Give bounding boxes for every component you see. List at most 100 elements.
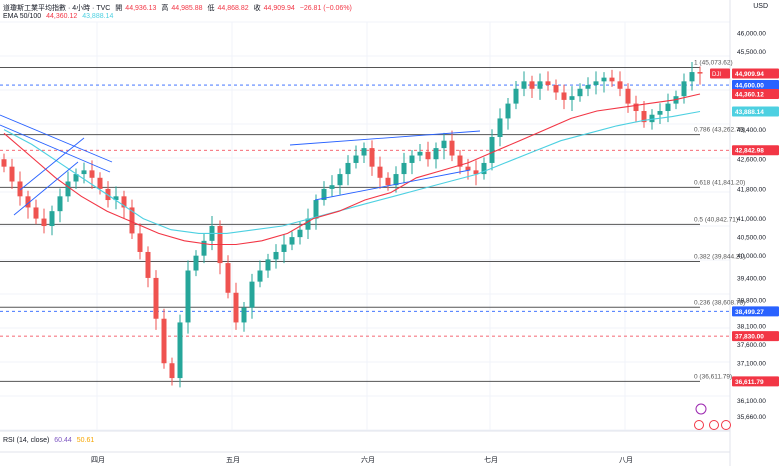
fib-label: 0.236 (38,608.78) <box>694 299 745 306</box>
candle-body <box>489 136 495 163</box>
candle-body <box>585 85 591 89</box>
candle-body <box>385 177 391 186</box>
ema100-line <box>3 110 701 234</box>
candle-body <box>601 77 607 82</box>
candle-body <box>497 118 503 137</box>
candle-body <box>449 140 455 156</box>
candle-body <box>65 181 71 197</box>
price-tag-label: 36,611.79 <box>735 379 764 386</box>
candle-body <box>89 170 95 178</box>
price-tag <box>732 88 779 99</box>
trend-line <box>0 124 111 173</box>
candle-body <box>81 170 87 175</box>
price-tag-label: 44,600.00 <box>735 83 764 90</box>
trend-line <box>13 161 79 216</box>
y-tick-label: 41,000.00 <box>737 216 766 223</box>
chart-header: 道瓊斯工業平均指數 · 4小時 · TVC 開 44,936.13 高 44,985… <box>3 3 355 13</box>
candle-body <box>161 318 167 364</box>
y-tick-label: 42,600.00 <box>737 157 766 164</box>
open-value: 44,936.13 <box>125 5 157 12</box>
y-tick-label: 35,660.00 <box>737 414 766 421</box>
price-tag <box>732 376 779 387</box>
candle-body <box>545 81 551 86</box>
candle-body <box>625 88 631 104</box>
x-tick-label: 四月 <box>91 456 105 464</box>
candle-body <box>57 196 63 212</box>
candle-body <box>49 211 55 226</box>
candle-body <box>113 196 119 201</box>
low-label: 低 <box>207 5 215 12</box>
candle-body <box>521 81 527 89</box>
candle-body <box>393 174 399 186</box>
price-tag-label: 44,360.12 <box>735 91 764 98</box>
high-value: 44,985.88 <box>171 5 203 12</box>
candle-body <box>633 103 639 112</box>
y-tick-label: 36,100.00 <box>737 398 766 405</box>
candle-body <box>617 81 623 89</box>
candle-body <box>41 218 47 226</box>
candle-body <box>177 322 183 379</box>
candle-body <box>225 263 231 293</box>
low-value: 44,868.82 <box>217 5 249 12</box>
candle-body <box>121 196 127 208</box>
candle-body <box>569 96 575 100</box>
candle-body <box>1 159 7 167</box>
price-tag <box>732 80 779 91</box>
high-label: 高 <box>161 5 169 12</box>
candle-body <box>33 207 39 219</box>
candle-body <box>433 148 439 160</box>
trend-line <box>19 137 85 191</box>
y-tick-label: 41,800.00 <box>737 186 766 193</box>
candle-body <box>265 259 271 271</box>
rsi-legend[interactable]: RSI (14, close) 60.44 50.61 <box>3 437 97 444</box>
candle-body <box>353 155 359 163</box>
y-tick-label: 45,500.00 <box>737 49 766 56</box>
price-tag-label: 43,888.14 <box>735 109 764 116</box>
x-tick-label: 八月 <box>619 456 633 464</box>
candle-body <box>281 244 287 252</box>
candle-body <box>513 88 519 104</box>
flag-icon <box>694 420 704 430</box>
ema-label: EMA 50/100 <box>3 13 42 20</box>
price-tag-label: 38,499.27 <box>735 309 764 316</box>
price-tag <box>732 68 779 79</box>
candle-body <box>657 111 663 115</box>
candle-body <box>321 188 327 201</box>
ema-legend[interactable]: EMA 50/100 44,360.12 43,888.14 <box>3 13 116 20</box>
fib-label: 0.618 (41,841.20) <box>694 179 745 186</box>
trend-line <box>314 169 471 201</box>
candle-body <box>689 72 695 82</box>
y-tick-label: 46,000.00 <box>737 31 766 38</box>
candle-body <box>249 281 255 308</box>
candle-body <box>153 277 159 319</box>
candle-body <box>361 148 367 156</box>
candle-body <box>697 72 703 74</box>
candle-body <box>289 237 295 245</box>
candle-body <box>377 166 383 178</box>
candle-body <box>481 162 487 175</box>
symbol-title[interactable]: 道瓊斯工業平均指數 · 4小時 · TVC <box>3 5 111 12</box>
currency-label[interactable]: USD <box>753 3 768 10</box>
event-icon <box>695 403 707 415</box>
price-tag-label: 42,842.98 <box>735 148 764 155</box>
close-value: 44,909.94 <box>263 5 295 12</box>
trend-line <box>289 130 481 146</box>
candle-body <box>537 81 543 89</box>
trend-line <box>0 114 113 163</box>
candle-body <box>137 233 143 252</box>
candle-body <box>505 103 511 119</box>
candle-body <box>401 162 407 175</box>
y-tick-label: 43,400.00 <box>737 127 766 134</box>
candle-body <box>305 218 311 230</box>
candle-body <box>649 114 655 123</box>
candle-body <box>297 229 303 238</box>
x-tick-label: 五月 <box>226 456 240 464</box>
candle-body <box>273 251 279 260</box>
open-label: 開 <box>115 5 123 12</box>
candle-body <box>193 255 199 271</box>
candle-body <box>425 151 431 160</box>
y-tick-label: 39,400.00 <box>737 275 766 282</box>
candle-body <box>25 196 31 208</box>
candle-body <box>369 148 375 167</box>
